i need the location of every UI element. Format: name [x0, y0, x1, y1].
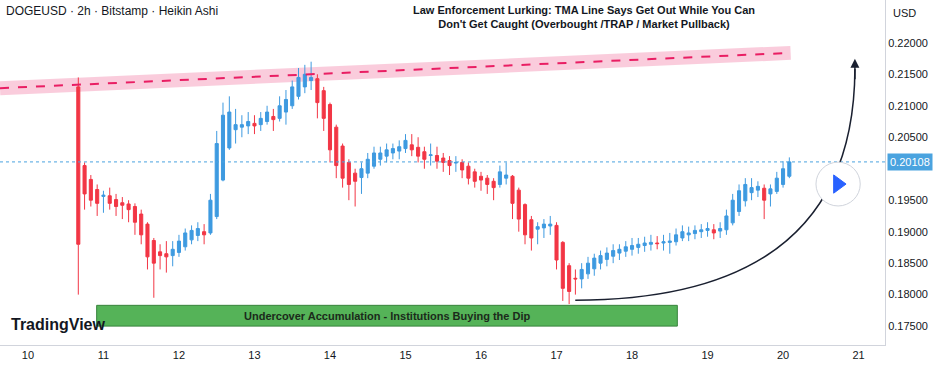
svg-text:Undercover Accumulation - Inst: Undercover Accumulation - Institutions B…: [244, 310, 531, 322]
svg-text:11: 11: [98, 349, 109, 361]
svg-text:USD: USD: [893, 7, 916, 19]
svg-text:0.17500: 0.17500: [888, 320, 928, 332]
svg-text:Law Enforcement Lurking: TMA L: Law Enforcement Lurking: TMA Line Says G…: [413, 4, 755, 30]
svg-text:12: 12: [173, 349, 185, 361]
svg-text:15: 15: [399, 349, 411, 361]
svg-text:0.21000: 0.21000: [888, 100, 928, 112]
svg-text:19: 19: [701, 349, 713, 361]
svg-text:0.18500: 0.18500: [888, 257, 928, 269]
svg-text:18: 18: [626, 349, 638, 361]
svg-text:10: 10: [22, 349, 34, 361]
svg-text:TradingView: TradingView: [11, 316, 106, 333]
svg-text:21: 21: [852, 349, 864, 361]
svg-text:14: 14: [324, 349, 336, 361]
svg-text:0.20500: 0.20500: [888, 131, 928, 143]
svg-text:0.22000: 0.22000: [888, 37, 928, 49]
svg-text:13: 13: [248, 349, 260, 361]
svg-text:0.20108: 0.20108: [890, 156, 930, 168]
svg-text:17: 17: [550, 349, 562, 361]
svg-text:0.19000: 0.19000: [888, 226, 928, 238]
svg-text:DOGEUSD · 2h · Bitstamp · Heik: DOGEUSD · 2h · Bitstamp · Heikin Ashi: [6, 4, 218, 18]
svg-text:0.19500: 0.19500: [888, 194, 928, 206]
svg-text:20: 20: [777, 349, 789, 361]
svg-text:16: 16: [475, 349, 487, 361]
svg-text:0.21500: 0.21500: [888, 68, 928, 80]
svg-text:0.18000: 0.18000: [888, 288, 928, 300]
